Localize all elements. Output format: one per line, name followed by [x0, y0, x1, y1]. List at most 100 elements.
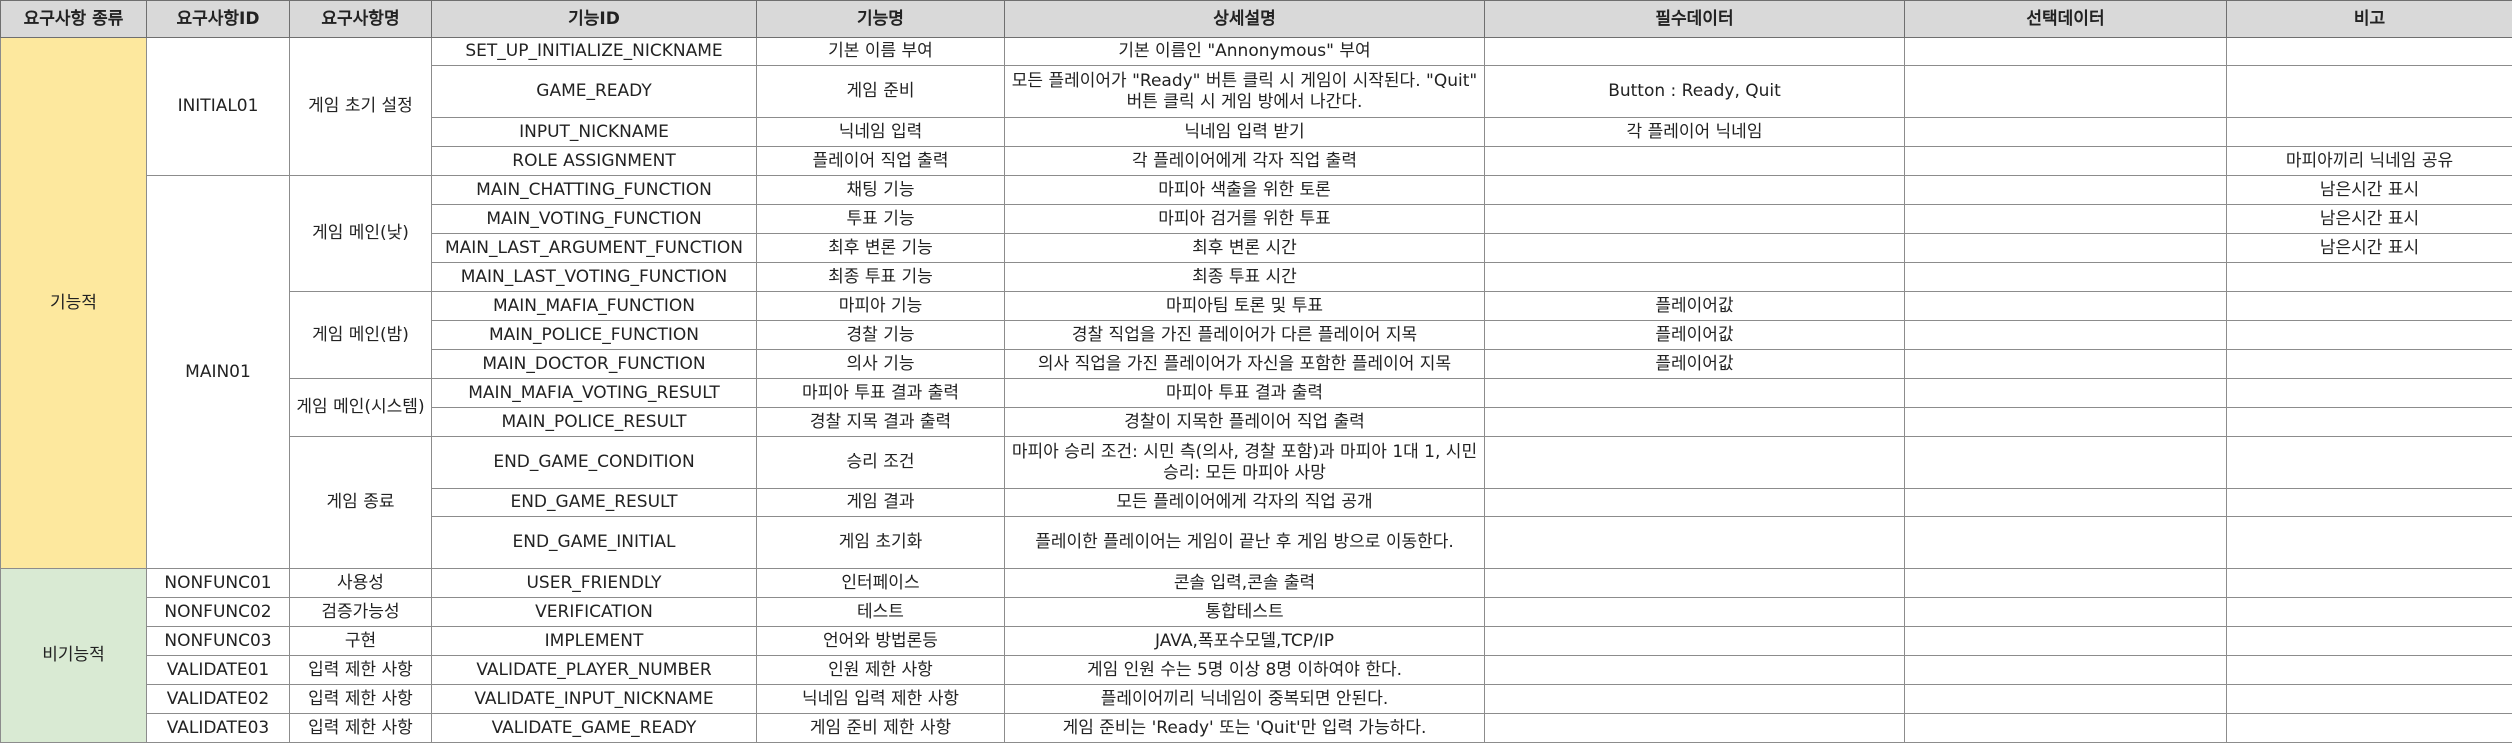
req-name-cell[interactable]: 입력 제한 사항 [289, 684, 432, 714]
required-data-cell[interactable] [1484, 626, 1905, 656]
description-cell[interactable]: 게임 준비는 'Ready' 또는 'Quit'만 입력 가능하다. [1004, 713, 1485, 743]
function-id-cell[interactable]: VERIFICATION [431, 597, 757, 627]
description-cell[interactable]: 각 플레이어에게 각자 직업 출력 [1004, 146, 1485, 176]
required-data-cell[interactable] [1484, 655, 1905, 685]
note-cell[interactable] [2226, 117, 2512, 147]
optional-data-cell[interactable] [1904, 291, 2227, 321]
function-name-cell[interactable]: 닉네임 입력 [756, 117, 1005, 147]
description-cell[interactable]: 마피아 색출을 위한 토론 [1004, 175, 1485, 205]
function-id-cell[interactable]: USER_FRIENDLY [431, 568, 757, 598]
function-name-cell[interactable]: 경찰 기능 [756, 320, 1005, 350]
header-cell[interactable]: 비고 [2226, 0, 2512, 38]
note-cell[interactable] [2226, 262, 2512, 292]
header-cell[interactable]: 기능ID [431, 0, 757, 38]
function-name-cell[interactable]: 기본 이름 부여 [756, 37, 1005, 66]
req-id-cell[interactable]: VALIDATE03 [146, 713, 290, 743]
note-cell[interactable] [2226, 37, 2512, 66]
description-cell[interactable]: 최종 투표 시간 [1004, 262, 1485, 292]
function-name-cell[interactable]: 게임 준비 제한 사항 [756, 713, 1005, 743]
function-name-cell[interactable]: 플레이어 직업 출력 [756, 146, 1005, 176]
category-cell-nonfunctional[interactable]: 비기능적 [0, 568, 147, 743]
function-name-cell[interactable]: 닉네임 입력 제한 사항 [756, 684, 1005, 714]
note-cell[interactable]: 남은시간 표시 [2226, 204, 2512, 234]
function-name-cell[interactable]: 채팅 기능 [756, 175, 1005, 205]
function-id-cell[interactable]: MAIN_LAST_ARGUMENT_FUNCTION [431, 233, 757, 263]
note-cell[interactable] [2226, 291, 2512, 321]
function-name-cell[interactable]: 게임 초기화 [756, 516, 1005, 569]
function-name-cell[interactable]: 마피아 기능 [756, 291, 1005, 321]
function-id-cell[interactable]: END_GAME_RESULT [431, 488, 757, 517]
function-id-cell[interactable]: MAIN_MAFIA_VOTING_RESULT [431, 378, 757, 408]
function-name-cell[interactable]: 승리 조건 [756, 436, 1005, 489]
function-id-cell[interactable]: MAIN_CHATTING_FUNCTION [431, 175, 757, 205]
optional-data-cell[interactable] [1904, 568, 2227, 598]
function-id-cell[interactable]: END_GAME_CONDITION [431, 436, 757, 489]
note-cell[interactable]: 남은시간 표시 [2226, 233, 2512, 263]
note-cell[interactable] [2226, 597, 2512, 627]
function-id-cell[interactable]: ROLE ASSIGNMENT [431, 146, 757, 176]
function-name-cell[interactable]: 인터페이스 [756, 568, 1005, 598]
description-cell[interactable]: 모든 플레이어에게 각자의 직업 공개 [1004, 488, 1485, 517]
description-cell[interactable]: 기본 이름인 "Annonymous" 부여 [1004, 37, 1485, 66]
req-id-cell[interactable]: INITIAL01 [146, 37, 290, 176]
required-data-cell[interactable]: 플레이어값 [1484, 320, 1905, 350]
req-id-cell[interactable]: NONFUNC01 [146, 568, 290, 598]
description-cell[interactable]: 모든 플레이어가 "Ready" 버튼 클릭 시 게임이 시작된다. "Quit… [1004, 65, 1485, 118]
note-cell[interactable] [2226, 655, 2512, 685]
optional-data-cell[interactable] [1904, 655, 2227, 685]
optional-data-cell[interactable] [1904, 146, 2227, 176]
optional-data-cell[interactable] [1904, 37, 2227, 66]
function-id-cell[interactable]: INPUT_NICKNAME [431, 117, 757, 147]
function-name-cell[interactable]: 경찰 지목 결과 출력 [756, 407, 1005, 437]
description-cell[interactable]: 최후 변론 시간 [1004, 233, 1485, 263]
category-cell-functional[interactable]: 기능적 [0, 37, 147, 569]
description-cell[interactable]: 경찰 직업을 가진 플레이어가 다른 플레이어 지목 [1004, 320, 1485, 350]
optional-data-cell[interactable] [1904, 233, 2227, 263]
description-cell[interactable]: 콘솔 입력,콘솔 출력 [1004, 568, 1485, 598]
optional-data-cell[interactable] [1904, 65, 2227, 118]
function-id-cell[interactable]: MAIN_MAFIA_FUNCTION [431, 291, 757, 321]
description-cell[interactable]: 경찰이 지목한 플레이어 직업 출력 [1004, 407, 1485, 437]
note-cell[interactable] [2226, 65, 2512, 118]
note-cell[interactable] [2226, 378, 2512, 408]
note-cell[interactable] [2226, 436, 2512, 489]
required-data-cell[interactable]: 플레이어값 [1484, 349, 1905, 379]
optional-data-cell[interactable] [1904, 262, 2227, 292]
required-data-cell[interactable] [1484, 233, 1905, 263]
req-name-cell[interactable]: 입력 제한 사항 [289, 655, 432, 685]
required-data-cell[interactable] [1484, 568, 1905, 598]
required-data-cell[interactable] [1484, 597, 1905, 627]
required-data-cell[interactable]: 각 플레이어 닉네임 [1484, 117, 1905, 147]
required-data-cell[interactable] [1484, 436, 1905, 489]
note-cell[interactable] [2226, 713, 2512, 743]
required-data-cell[interactable] [1484, 146, 1905, 176]
required-data-cell[interactable] [1484, 713, 1905, 743]
function-id-cell[interactable]: VALIDATE_INPUT_NICKNAME [431, 684, 757, 714]
required-data-cell[interactable] [1484, 262, 1905, 292]
function-id-cell[interactable]: MAIN_VOTING_FUNCTION [431, 204, 757, 234]
note-cell[interactable] [2226, 320, 2512, 350]
description-cell[interactable]: 게임 인원 수는 5명 이상 8명 이하여야 한다. [1004, 655, 1485, 685]
optional-data-cell[interactable] [1904, 117, 2227, 147]
required-data-cell[interactable] [1484, 378, 1905, 408]
note-cell[interactable] [2226, 568, 2512, 598]
req-name-cell[interactable]: 게임 종료 [289, 436, 432, 569]
req-id-cell[interactable]: NONFUNC02 [146, 597, 290, 627]
note-cell[interactable] [2226, 488, 2512, 517]
description-cell[interactable]: 플레이한 플레이어는 게임이 끝난 후 게임 방으로 이동한다. [1004, 516, 1485, 569]
header-cell[interactable]: 필수데이터 [1484, 0, 1905, 38]
req-id-cell[interactable]: NONFUNC03 [146, 626, 290, 656]
required-data-cell[interactable] [1484, 407, 1905, 437]
note-cell[interactable] [2226, 626, 2512, 656]
optional-data-cell[interactable] [1904, 516, 2227, 569]
optional-data-cell[interactable] [1904, 204, 2227, 234]
function-id-cell[interactable]: END_GAME_INITIAL [431, 516, 757, 569]
optional-data-cell[interactable] [1904, 407, 2227, 437]
function-id-cell[interactable]: VALIDATE_GAME_READY [431, 713, 757, 743]
header-cell[interactable]: 요구사항명 [289, 0, 432, 38]
function-name-cell[interactable]: 최후 변론 기능 [756, 233, 1005, 263]
header-cell[interactable]: 선택데이터 [1904, 0, 2227, 38]
req-name-cell[interactable]: 게임 메인(밤) [289, 291, 432, 379]
required-data-cell[interactable] [1484, 175, 1905, 205]
required-data-cell[interactable] [1484, 37, 1905, 66]
